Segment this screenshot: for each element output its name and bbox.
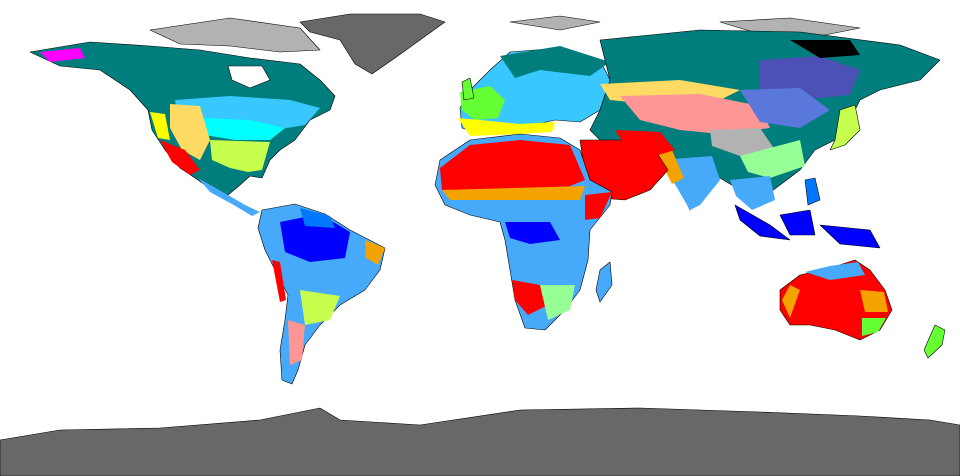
zone-bsk-great-plains <box>170 104 210 160</box>
zone-bwk-central-asia <box>620 94 770 134</box>
zone-et-tibet <box>710 128 775 156</box>
japan <box>829 104 861 151</box>
zone-dfa-north-america <box>200 118 285 140</box>
new-zealand <box>923 324 946 359</box>
zone-aw-central-america <box>198 178 260 216</box>
british-isles <box>461 77 475 101</box>
madagascar <box>595 261 613 303</box>
indonesia <box>734 204 881 249</box>
zone-cwa-china <box>740 140 805 178</box>
zone-csa-california <box>150 112 170 140</box>
zone-aw-north-australia <box>805 262 865 280</box>
hudson-bay <box>227 65 271 89</box>
zone-cfb-southeast-australia <box>862 318 886 336</box>
zone-aw-southeast-asia <box>730 176 775 210</box>
zone-cwa-southern-africa <box>540 285 575 320</box>
zone-bwh-mexico <box>160 140 200 175</box>
zone-bwh-horn <box>585 192 612 220</box>
zone-bsh-sahel <box>442 186 585 200</box>
zone-af-congo <box>505 222 560 244</box>
zone-dfd-east-siberia <box>790 40 860 58</box>
philippines <box>804 177 821 206</box>
zone-cfa-pampas <box>300 290 340 325</box>
zone-dsc-alaska <box>40 48 85 62</box>
greenland <box>299 13 446 75</box>
antarctica <box>0 407 960 476</box>
zone-bsh-india <box>655 150 684 184</box>
zone-csa-mediterranean <box>458 118 555 136</box>
arctic-islands <box>149 17 321 53</box>
zone-bwk-patagonia <box>288 320 305 365</box>
zone-bsh-brazil-northeast <box>365 240 385 265</box>
zone-am-amazon <box>300 208 335 228</box>
zone-bsh-australia <box>782 285 888 318</box>
zone-bwh-kalahari <box>512 280 548 315</box>
zone-bwh-iran <box>615 130 675 156</box>
zone-dfc-scandinavia <box>500 46 610 78</box>
zone-cfa-southeast-us <box>210 140 270 172</box>
zone-bwh-sahara <box>440 140 585 194</box>
zone-dwb-north-china <box>740 88 830 128</box>
zone-bwh-atacama <box>272 260 286 302</box>
